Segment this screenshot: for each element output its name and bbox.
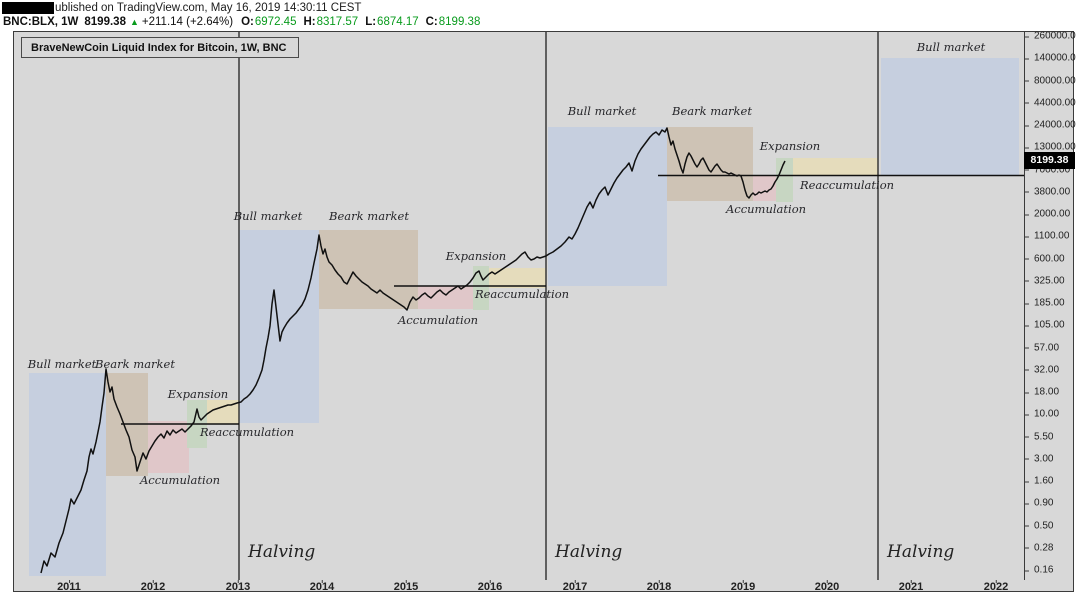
high-value: 8317.57 (316, 16, 359, 28)
redaction-box (2, 2, 54, 14)
phase-label-reacc-2013: Reaccumulation (474, 287, 570, 301)
halving-label-3: Halving (887, 542, 955, 562)
price-tick-0.50: 0.50 (1024, 520, 1053, 531)
year-label-2020: 2020 (814, 580, 840, 593)
price-tick-0.90: 0.90 (1024, 498, 1053, 509)
year-label-2011: 2011 (57, 580, 81, 593)
time-axis: 2011 2012 2013 2014 2015 2016 2017 2018 2019 2020… (14, 580, 1024, 593)
price-axis: 8199.38 260000.00 140000.00 80000.00 44000.… (1024, 31, 1076, 580)
price-tick-32.00: 32.00 (1024, 364, 1059, 375)
phase-box-reacc-2017 (793, 158, 878, 176)
price-tick-325.00: 325.00 (1024, 275, 1065, 286)
year-label-2014: 2014 (309, 580, 335, 593)
price-tick-80000.00: 80000.00 (1024, 75, 1076, 86)
year-label-2013: 2013 (225, 580, 251, 593)
phase-label-bear-2011: Beark market (95, 357, 175, 371)
low-key: L: (365, 16, 377, 28)
price-tick-5.50: 5.50 (1024, 431, 1053, 442)
year-label-2012: 2012 (140, 580, 166, 593)
phase-label-expan-2013: Expansion (445, 249, 507, 263)
year-label-2021: 2021 (898, 580, 924, 593)
open-value: 6972.45 (254, 16, 297, 28)
chart-title-box: BraveNewCoin Liquid Index for Bitcoin, 1… (21, 37, 299, 58)
halving-label-2: Halving (555, 542, 623, 562)
low-value: 6874.17 (377, 16, 419, 28)
phase-label-expan-2017: Expansion (759, 139, 821, 153)
price-tick-260000.00: 260000.00 (1024, 31, 1076, 42)
price-tick-13000.00: 13000.00 (1024, 142, 1076, 153)
phase-labels-layer: Bull market Beark market Accumulation Expan… (14, 32, 1024, 580)
price-tick-57.00: 57.00 (1024, 342, 1059, 353)
up-arrow-icon: ▲ (129, 17, 139, 27)
chart-title: BraveNewCoin Liquid Index for Bitcoin, 1… (31, 42, 287, 54)
price-tick-185.00: 185.00 (1024, 298, 1065, 309)
price-tick-600.00: 600.00 (1024, 253, 1065, 264)
close-key: C: (425, 16, 438, 28)
phase-label-expan-2011: Expansion (167, 387, 229, 401)
symbol-label: BNC:BLX, 1W (3, 16, 79, 28)
phase-label-bull-2013: Bull market (233, 209, 303, 223)
price-tick-0.16: 0.16 (1024, 565, 1053, 576)
year-label-2022: 2022 (983, 580, 1009, 593)
price-tick-1100.00: 1100.00 (1024, 231, 1069, 242)
close-value: 8199.38 (438, 16, 481, 28)
price-tick-2000.00: 2000.00 (1024, 209, 1070, 220)
phase-label-accum-2013: Accumulation (397, 313, 479, 327)
last-price: 8199.38 (84, 16, 126, 28)
price-tick-24000.00: 24000.00 (1024, 120, 1076, 131)
phase-label-reacc-2017: Reaccumulation (799, 178, 895, 192)
phase-label-accum-2011: Accumulation (139, 473, 221, 487)
halving-label-1: Halving (248, 542, 316, 562)
phase-label-bull-2021: Bull market (916, 40, 986, 54)
year-label-2017: 2017 (562, 580, 588, 593)
chart-frame: Bull market Beark market Accumulation Expan… (13, 31, 1076, 593)
price-tick-140000.00: 140000.00 (1024, 53, 1076, 64)
phase-label-bull-2017: Bull market (567, 104, 637, 118)
year-label-2015: 2015 (393, 580, 419, 593)
year-label-2016: 2016 (477, 580, 503, 593)
published-text: ublished on TradingView.com, May 16, 201… (55, 2, 362, 14)
phase-label-reacc-2011: Reaccumulation (199, 425, 295, 439)
plot-area: Bull market Beark market Accumulation Expan… (14, 32, 1025, 580)
phase-label-bear-2013: Beark market (329, 209, 409, 223)
phase-label-accum-2017: Accumulation (725, 202, 807, 216)
phase-box-bull-2021 (881, 58, 1019, 176)
phase-label-bull-2011: Bull market (27, 357, 97, 371)
year-label-2018: 2018 (646, 580, 672, 593)
published-line: ublished on TradingView.com, May 16, 201… (2, 1, 361, 15)
last-price-tag: 8199.38 (1024, 152, 1075, 169)
high-key: H: (303, 16, 316, 28)
price-tick-3.00: 3.00 (1024, 453, 1053, 464)
price-tick-0.28: 0.28 (1024, 542, 1053, 553)
price-tick-44000.00: 44000.00 (1024, 97, 1076, 108)
price-tick-10.00: 10.00 (1024, 409, 1059, 420)
price-tick-3800.00: 3800.00 (1024, 186, 1070, 197)
year-label-2019: 2019 (730, 580, 756, 593)
phase-label-bear-2017: Beark market (672, 104, 752, 118)
change-label: +211.14 (+2.64%) (141, 16, 234, 28)
price-tick-105.00: 105.00 (1024, 320, 1065, 331)
open-key: O: (241, 16, 254, 28)
price-tick-1.60: 1.60 (1024, 476, 1053, 487)
symbol-line: BNC:BLX, 1W 8199.38 ▲ +211.14 (+2.64%) O… (3, 15, 487, 29)
price-tick-7000.00: 7000.00 (1024, 164, 1070, 175)
price-tick-18.00: 18.00 (1024, 387, 1059, 398)
